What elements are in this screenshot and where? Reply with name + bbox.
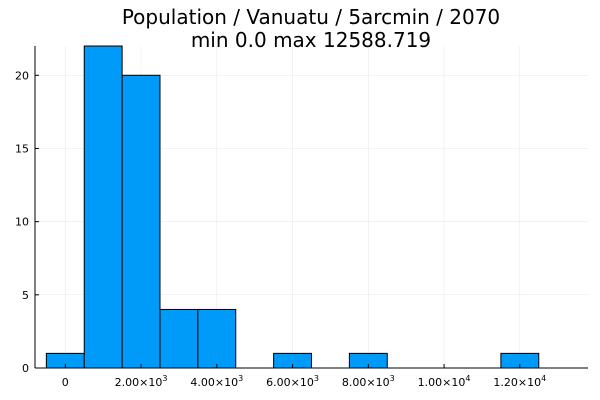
histogram-bar [159, 308, 199, 369]
y-tick-label: 5 [22, 289, 29, 302]
x-tick-label: 6.00×103 [266, 374, 319, 389]
x-tick-label: 0 [62, 376, 69, 389]
x-tick-label: 1.20×104 [493, 374, 546, 389]
x-tick-label: 4.00×103 [190, 374, 243, 389]
bars [45, 45, 540, 369]
x-axis-ticks: 0 2.00×103 4.00×103 6.00×103 8.00×103 1.00×10… [62, 364, 546, 389]
y-axis-ticks: 0 5 10 15 20 [15, 69, 39, 375]
histogram-bar [121, 74, 161, 369]
x-tick-label: 2.00×103 [115, 374, 168, 389]
chart-title: Population / Vanuatu / 5arcmin / 2070 [122, 5, 500, 29]
y-tick-label: 20 [15, 69, 29, 82]
axes [34, 46, 588, 369]
y-tick-label: 0 [22, 362, 29, 375]
x-tick-label: 8.00×103 [342, 374, 395, 389]
histogram-bar [83, 45, 123, 369]
x-tick-label: 1.00×104 [418, 374, 471, 389]
histogram-bar [197, 308, 237, 369]
y-tick-label: 10 [15, 216, 29, 229]
y-tick-label: 15 [15, 142, 29, 155]
chart-subtitle: min 0.0 max 12588.719 [191, 28, 431, 52]
